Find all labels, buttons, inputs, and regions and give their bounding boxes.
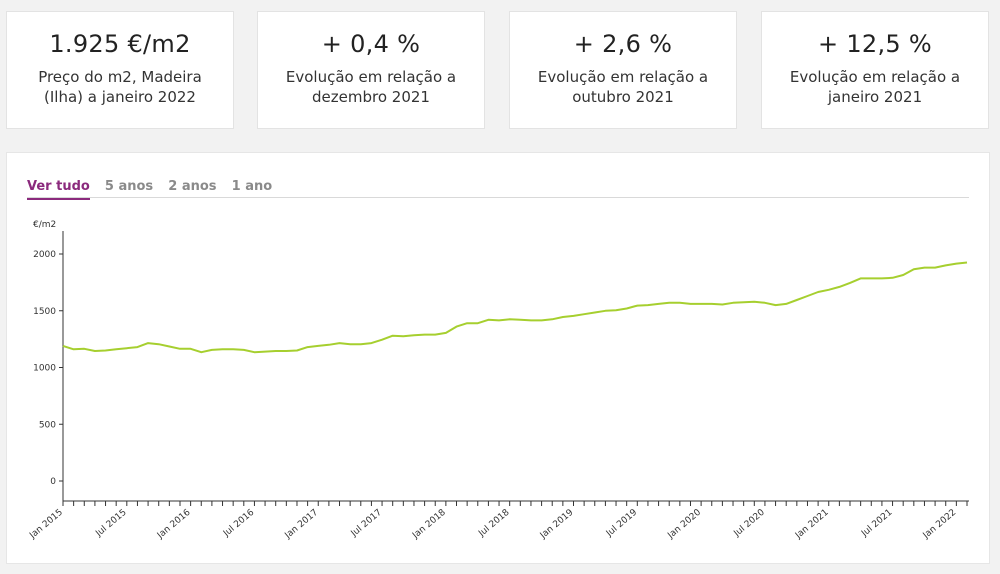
tab-2-years[interactable]: 2 anos	[168, 179, 217, 194]
y-tick-label: 2000	[33, 250, 56, 260]
tab-all[interactable]: Ver tudo	[27, 179, 90, 200]
kpi-card-year-change: + 12,5 % Evolução em relação a janeiro 2…	[761, 11, 989, 129]
x-tick-label: Jul 2019	[604, 507, 639, 539]
kpi-description: Evolução em relação a dezembro 2021	[285, 68, 457, 106]
tab-1-year[interactable]: 1 ano	[231, 179, 273, 194]
x-tick-label: Jan 2018	[410, 507, 448, 541]
time-range-tabs: Ver tudo 5 anos 2 anos 1 ano	[27, 175, 969, 200]
kpi-value: + 0,4 %	[321, 30, 421, 58]
x-tick-label: Jul 2017	[349, 508, 384, 540]
x-tick-label: Jul 2021	[859, 508, 894, 540]
x-tick-label: Jan 2019	[538, 507, 576, 541]
y-tick-label: 500	[39, 420, 56, 430]
x-tick-label: Jan 2017	[283, 508, 321, 542]
kpi-description: Evolução em relação a janeiro 2021	[789, 68, 961, 106]
y-tick-label: 0	[50, 477, 56, 487]
chart-panel: Ver tudo 5 anos 2 anos 1 ano €/m2 0 500 100…	[6, 152, 990, 564]
kpi-description: Evolução em relação a outubro 2021	[537, 68, 709, 106]
x-tick-label: Jul 2015	[93, 508, 128, 540]
kpi-card-price: 1.925 €/m2 Preço do m2, Madeira (Ilha) a…	[6, 11, 234, 129]
kpi-value: 1.925 €/m2	[49, 30, 191, 58]
price-series-line	[62, 261, 968, 354]
kpi-card-quarter-change: + 2,6 % Evolução em relação a outubro 20…	[509, 11, 737, 129]
x-tick-label: Jul 2020	[732, 507, 767, 539]
price-line-chart: €/m2 0 500 1000 1500 2000 Jan 2015 Jul 2015 Jan …	[27, 220, 969, 542]
y-tick-label: 1000	[33, 364, 56, 374]
x-tick-label: Jan 2022	[921, 508, 959, 542]
x-tick-label: Jul 2018	[476, 507, 511, 539]
y-axis-label: €/m2	[33, 220, 56, 230]
kpi-card-month-change: + 0,4 % Evolução em relação a dezembro 2…	[257, 11, 485, 129]
kpi-description: Preço do m2, Madeira (Ilha) a janeiro 20…	[38, 68, 202, 106]
x-tick-label: Jan 2021	[793, 508, 831, 542]
x-tick-label: Jan 2020	[665, 507, 703, 541]
x-tick-label: Jan 2015	[27, 508, 65, 542]
kpi-value: + 12,5 %	[817, 30, 932, 58]
kpi-value: + 2,6 %	[573, 30, 673, 58]
x-tick-label: Jan 2016	[155, 507, 193, 541]
x-tick-label: Jul 2016	[221, 507, 256, 539]
tab-5-years[interactable]: 5 anos	[104, 179, 154, 194]
y-tick-label: 1500	[33, 307, 56, 317]
